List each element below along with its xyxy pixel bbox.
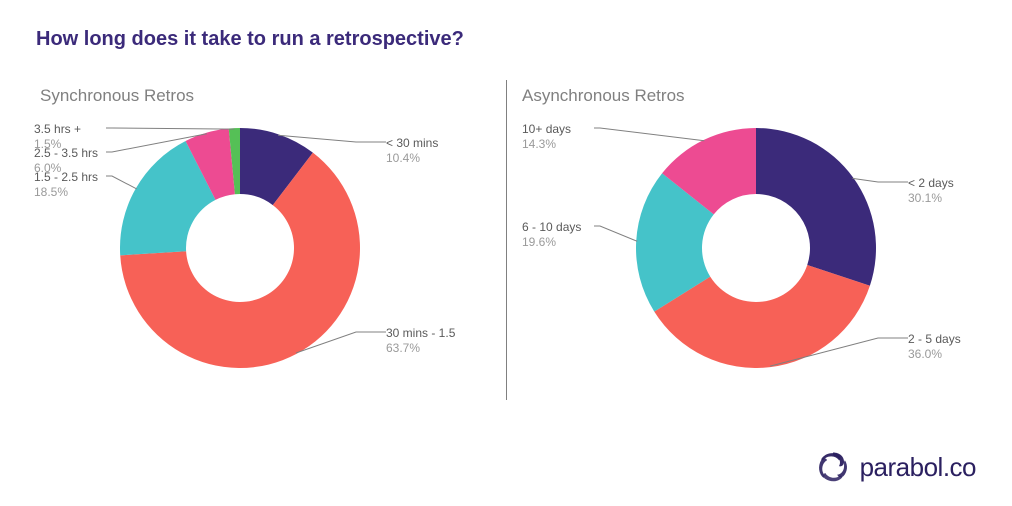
slice-label-name: < 30 mins xyxy=(386,136,438,151)
slice-label-pct: 14.3% xyxy=(522,137,571,152)
slice-label: 2 - 5 days36.0% xyxy=(908,332,961,362)
donut-synchronous xyxy=(120,128,360,368)
slice-label-pct: 6.0% xyxy=(34,161,98,176)
slice-label: 10+ days14.3% xyxy=(522,122,571,152)
slice-label-pct: 63.7% xyxy=(386,341,455,356)
slice-label: 30 mins - 1.563.7% xyxy=(386,326,455,356)
panel-asynchronous: Asynchronous Retros < 2 days30.1% 2 - 5 d… xyxy=(506,80,1012,440)
panel-divider xyxy=(506,80,507,400)
slice-label-name: 3.5 hrs + xyxy=(34,122,81,137)
slice-label-name: < 2 days xyxy=(908,176,954,191)
slice-label: 6 - 10 days19.6% xyxy=(522,220,581,250)
slice-label: 3.5 hrs +1.5% xyxy=(34,122,81,152)
slice-label: < 2 days30.1% xyxy=(908,176,954,206)
donut-slice xyxy=(756,128,876,286)
slice-label-name: 2 - 5 days xyxy=(908,332,961,347)
slice-label-pct: 36.0% xyxy=(908,347,961,362)
donut-asynchronous xyxy=(636,128,876,368)
panel-title-synchronous: Synchronous Retros xyxy=(40,86,194,106)
slice-label-pct: 18.5% xyxy=(34,185,98,200)
slice-label-name: 6 - 10 days xyxy=(522,220,581,235)
slice-label: < 30 mins10.4% xyxy=(386,136,438,166)
slice-label-pct: 19.6% xyxy=(522,235,581,250)
panel-synchronous: Synchronous Retros < 30 mins10.4% 30 mins… xyxy=(0,80,506,440)
slice-label-name: 10+ days xyxy=(522,122,571,137)
page-title: How long does it take to run a retrospec… xyxy=(36,28,464,51)
panel-title-asynchronous: Asynchronous Retros xyxy=(522,86,685,106)
charts-row: Synchronous Retros < 30 mins10.4% 30 mins… xyxy=(0,80,1012,440)
slice-label-pct: 1.5% xyxy=(34,137,81,152)
slice-label-pct: 30.1% xyxy=(908,191,954,206)
slice-label-pct: 10.4% xyxy=(386,151,438,166)
brand: parabol.co xyxy=(816,450,976,484)
brand-text: parabol.co xyxy=(860,452,976,483)
slice-label-name: 30 mins - 1.5 xyxy=(386,326,455,341)
parabol-logo-icon xyxy=(816,450,850,484)
